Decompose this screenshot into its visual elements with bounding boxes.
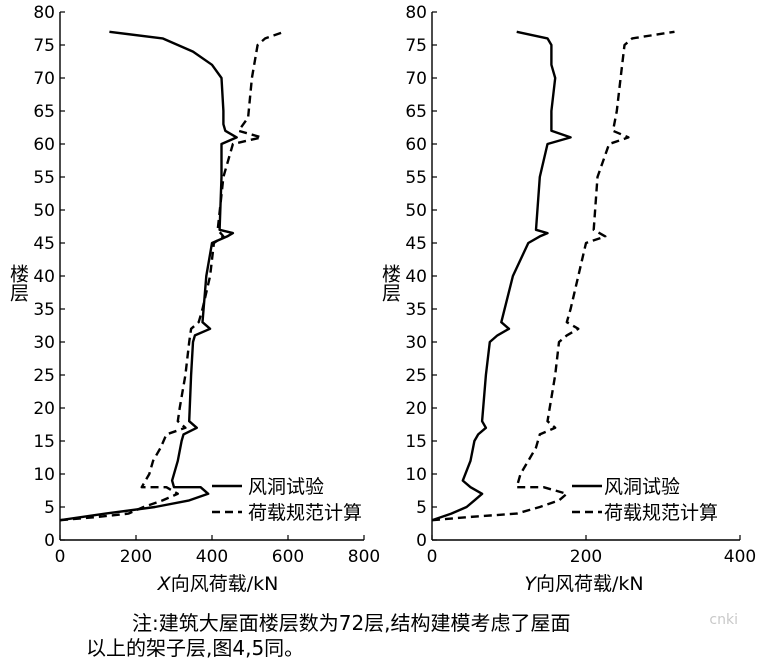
x-axis-label-italic: Y (524, 573, 537, 595)
watermark: cnki (709, 612, 738, 628)
x-tick-label: 400 (196, 547, 228, 567)
y-tick-label: 45 (33, 234, 55, 254)
y-tick-label: 75 (33, 36, 55, 56)
y-tick-label: 40 (405, 267, 427, 287)
y-tick-label: 30 (33, 333, 55, 353)
y-tick-label: 55 (405, 168, 427, 188)
x-tick-label: 600 (272, 547, 304, 567)
y-tick-label: 55 (33, 168, 55, 188)
y-axis-label: 楼层 (379, 264, 401, 302)
y-tick-label: 0 (416, 531, 427, 551)
series-line-wind-tunnel (59, 30, 238, 522)
y-tick-label: 15 (33, 432, 55, 452)
figure-note-line1: 注:建筑大屋面楼层数为72层,结构建模考虑了屋面 (132, 611, 571, 635)
x-tick-label: 0 (427, 547, 438, 567)
y-axis-label: 楼层 (7, 264, 29, 302)
legend-label-wind-tunnel: 风洞试验 (604, 476, 680, 498)
x-axis-label-italic: X (157, 573, 172, 595)
y-tick-label: 30 (405, 333, 427, 353)
series-line-wind-tunnel (431, 30, 572, 522)
legend-label-code-calc: 荷载规范计算 (604, 502, 718, 524)
y-tick-label: 40 (33, 267, 55, 287)
x-tick-label: 0 (55, 547, 66, 567)
x-axis-label-text: 向风荷载/kN (536, 573, 644, 595)
y-tick-label: 35 (33, 300, 55, 320)
y-tick-label: 50 (33, 201, 55, 221)
y-tick-label: 35 (405, 300, 427, 320)
y-tick-label: 10 (405, 465, 427, 485)
y-tick-label: 15 (405, 432, 427, 452)
chart-y-direction: 0 5 10 15 20 25 30 35 40 45 50 55 60 65 70 75 80 0 200 400 楼… (379, 3, 756, 595)
y-tick-label: 5 (44, 498, 55, 518)
y-tick-label: 60 (33, 135, 55, 155)
x-axis-label-text: 向风荷载/kN (171, 573, 279, 595)
y-tick-label: 75 (405, 36, 427, 56)
x-tick-label: 400 (724, 547, 756, 567)
y-tick-label: 20 (33, 399, 55, 419)
legend-label-wind-tunnel: 风洞试验 (248, 476, 324, 498)
y-tick-label: 50 (405, 201, 427, 221)
y-tick-label: 60 (405, 135, 427, 155)
y-tick-label: 70 (405, 69, 427, 89)
y-tick-label: 80 (33, 3, 55, 23)
series-line-code-calc (431, 30, 675, 522)
y-tick-label: 5 (416, 498, 427, 518)
x-tick-label: 800 (348, 547, 380, 567)
x-tick-label: 200 (570, 547, 602, 567)
y-tick-label: 70 (33, 69, 55, 89)
legend-label-code-calc: 荷载规范计算 (248, 502, 362, 524)
y-tick-label: 65 (33, 102, 55, 122)
y-tick-label: 20 (405, 399, 427, 419)
y-tick-label: 10 (33, 465, 55, 485)
x-axis-label: X向风荷载/kN (157, 573, 279, 595)
y-tick-label: 65 (405, 102, 427, 122)
x-tick-label: 200 (120, 547, 152, 567)
y-tick-label: 0 (44, 531, 55, 551)
series-line-code-calc (59, 30, 285, 522)
y-tick-label: 25 (405, 366, 427, 386)
x-axis-label: Y向风荷载/kN (524, 573, 643, 595)
y-tick-label: 45 (405, 234, 427, 254)
y-tick-label: 25 (33, 366, 55, 386)
figure-note-line2: 以上的架子层,图4,5同。 (86, 636, 305, 660)
y-tick-label: 80 (405, 3, 427, 23)
